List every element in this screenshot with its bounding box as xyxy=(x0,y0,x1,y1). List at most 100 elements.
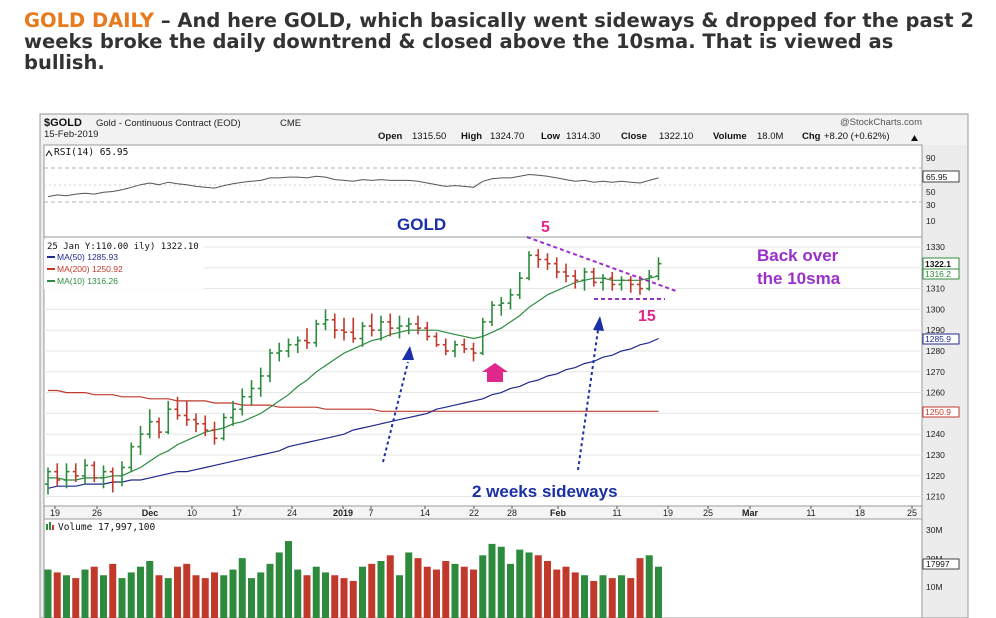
x-label-11: 11 xyxy=(612,508,621,518)
volume-icon xyxy=(46,524,48,530)
volume-bar xyxy=(451,563,459,618)
volume-bar xyxy=(100,575,107,618)
chart-header-area xyxy=(41,115,967,145)
price-bar xyxy=(202,415,209,437)
volume-value: 18.0M xyxy=(757,131,783,142)
x-label-18: 18 xyxy=(855,508,865,518)
volume-bar xyxy=(460,566,468,618)
price-bar xyxy=(563,263,569,283)
low-value: 1314.30 xyxy=(566,131,600,142)
x-label-24: 24 xyxy=(287,508,297,518)
price-tick-1240: 1240 xyxy=(926,429,945,439)
volume-bar xyxy=(562,566,570,618)
price-tick-1220: 1220 xyxy=(926,471,945,481)
arrow-up-icon-2 xyxy=(593,316,604,331)
price-bar xyxy=(581,267,588,291)
close-value: 1322.10 xyxy=(659,131,693,142)
price-bar xyxy=(609,271,616,291)
volume-bar xyxy=(599,575,607,618)
high-label: High xyxy=(461,131,482,142)
price-bar xyxy=(572,269,579,289)
price-bar xyxy=(331,313,338,339)
rsi-arrow-icon xyxy=(45,150,53,157)
price-bar xyxy=(54,463,61,487)
x-label-7: 7 xyxy=(368,508,373,518)
x-label-25: 25 xyxy=(703,508,713,518)
volume-bar xyxy=(146,561,154,618)
rsi-line xyxy=(47,173,659,198)
x-label-Dec: Dec xyxy=(142,508,159,518)
price-bar xyxy=(304,328,310,349)
price-bar xyxy=(341,317,347,341)
volume-bar xyxy=(525,552,533,618)
price-bar xyxy=(479,317,486,356)
rsi-panel xyxy=(43,144,923,238)
price-bar xyxy=(396,315,403,339)
rsi-value-tag xyxy=(922,170,960,183)
price-tick-1260: 1260 xyxy=(926,388,945,398)
volume-bar xyxy=(303,575,311,618)
price-bar xyxy=(498,296,505,316)
price-bar xyxy=(276,342,283,362)
chart-exchange: CME xyxy=(280,118,301,129)
rsi-tick-90: 90 xyxy=(926,153,936,163)
x-label-10: 10 xyxy=(187,508,197,518)
volume-bar xyxy=(183,563,191,618)
x-label-Feb: Feb xyxy=(550,508,567,518)
tag-ma200: 1250.9 xyxy=(925,407,951,417)
volume-bar xyxy=(618,575,625,618)
x-label-26: 26 xyxy=(92,508,102,518)
price-tick-1210: 1210 xyxy=(926,492,945,502)
watermark: @StockCharts.com xyxy=(840,117,922,128)
rsi-label: RSI(14) 65.95 xyxy=(54,147,128,158)
volume-bar xyxy=(636,558,644,618)
price-tick-1310: 1310 xyxy=(926,284,945,294)
volume-bar xyxy=(109,563,117,618)
price-bar xyxy=(405,317,412,335)
volume-label: Volume xyxy=(713,131,747,142)
annotation-five: 5 xyxy=(541,219,550,236)
volume-bar xyxy=(192,575,200,618)
headline-text: – And here GOLD, which basically went si… xyxy=(24,9,974,74)
chart-date: 15-Feb-2019 xyxy=(44,129,98,140)
volume-bar xyxy=(507,563,514,618)
price-tick-1280: 1280 xyxy=(926,346,945,356)
price-bar xyxy=(294,336,301,354)
price-bar xyxy=(220,413,227,441)
price-bar xyxy=(137,425,144,455)
price-bar xyxy=(507,288,514,310)
price-bar xyxy=(470,342,477,362)
price-bar xyxy=(267,348,273,383)
headline-highlight: GOLD DAILY xyxy=(24,9,155,32)
volume-bar xyxy=(90,566,98,618)
legend-ma10: MA(10) 1316.26 xyxy=(57,276,118,286)
chg-value: +8.20 (+0.62%) xyxy=(824,131,890,142)
volume-bar xyxy=(127,572,135,618)
price-bar xyxy=(239,388,246,416)
price-bar xyxy=(128,442,135,472)
price-tick-1230: 1230 xyxy=(926,450,945,460)
legend-box xyxy=(44,239,204,289)
volume-bar xyxy=(266,563,274,618)
volume-bar xyxy=(137,566,144,618)
volume-bar xyxy=(118,578,126,618)
price-bar xyxy=(359,321,366,347)
volume-bar xyxy=(442,561,450,618)
price-bar xyxy=(618,276,625,291)
price-grid xyxy=(44,246,922,498)
price-bar xyxy=(350,317,357,343)
x-label-2019: 2019 xyxy=(333,508,353,518)
legend-title: 25 Jan Y:110.00 ily) 1322.10 xyxy=(47,242,199,252)
volume-bar xyxy=(72,578,80,618)
price-bar xyxy=(590,267,597,287)
annotation-sideways: 2 weeks sideways xyxy=(472,482,618,501)
x-label-17: 17 xyxy=(232,508,242,518)
tag-ma10-box xyxy=(922,268,960,280)
x-label-22: 22 xyxy=(469,508,479,518)
x-label-Mar: Mar xyxy=(742,508,759,518)
pink-arrow-icon xyxy=(482,363,508,382)
price-bar xyxy=(433,332,440,347)
price-bar xyxy=(461,338,468,354)
volume-bar xyxy=(174,566,181,618)
